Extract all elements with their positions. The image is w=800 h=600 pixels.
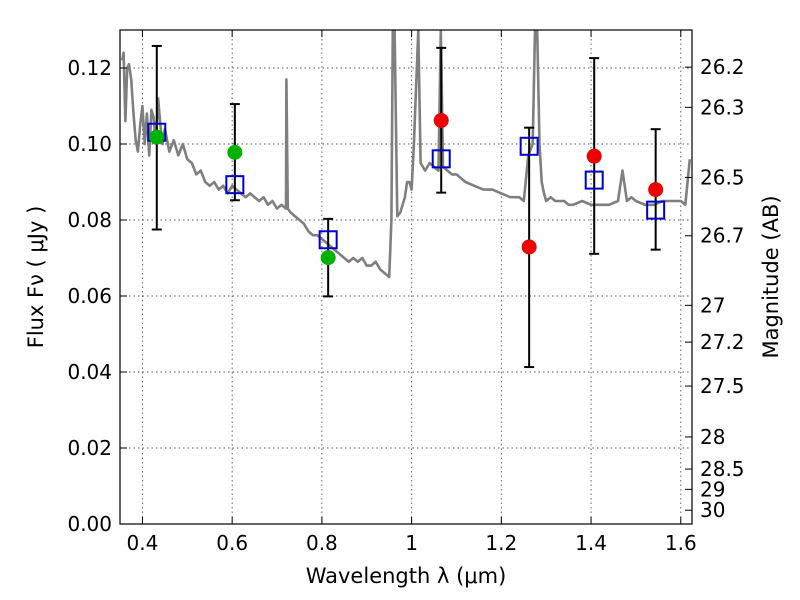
axis-ticks: 0.4 0.6 0.8 1 1.2 1.4 1.6 0.00 0.02 0.04 0.06 0.08 0… — [67, 30, 745, 555]
red-point — [433, 112, 449, 128]
y-tick-label: 0.12 — [67, 56, 112, 80]
right-axis-title: Magnitude (AB) — [759, 195, 783, 358]
mag-tick-label: 26.5 — [700, 165, 745, 189]
mag-tick-label: 29 — [700, 477, 725, 501]
y-tick-label: 0.06 — [67, 284, 112, 308]
x-axis-title: Wavelength λ (μm) — [306, 564, 507, 588]
red-point — [521, 239, 537, 255]
model-marker — [431, 149, 451, 169]
y-tick-label: 0.00 — [67, 512, 112, 536]
model-marker — [584, 170, 604, 190]
y-tick-label: 0.04 — [67, 360, 112, 384]
y-axis-title: Flux Fν ( μJy ) — [24, 206, 48, 349]
x-tick-label: 1.2 — [485, 531, 517, 555]
mag-tick-label: 26.2 — [700, 55, 745, 79]
red-point — [648, 182, 664, 198]
spectrum-line — [120, 30, 692, 279]
green-point — [320, 250, 336, 266]
green-point — [227, 144, 243, 160]
y-tick-label: 0.10 — [67, 132, 112, 156]
model-marker — [519, 136, 539, 156]
mag-tick-label: 27.2 — [700, 330, 745, 354]
model-marker — [646, 200, 666, 220]
mag-tick-label: 27 — [700, 293, 725, 317]
plot-area — [120, 30, 692, 369]
mag-tick-label: 30 — [700, 498, 725, 522]
x-tick-label: 1.4 — [575, 531, 607, 555]
mag-tick-label: 26.3 — [700, 95, 745, 119]
mag-tick-label: 27.5 — [700, 374, 745, 398]
mag-tick-label: 28.5 — [700, 457, 745, 481]
model-marker — [318, 230, 338, 250]
plot-frame — [119, 29, 693, 525]
mag-tick-label: 28 — [700, 425, 725, 449]
mag-tick-label: 26.7 — [700, 224, 745, 248]
x-tick-label: 0.8 — [306, 531, 338, 555]
green-point — [149, 129, 165, 145]
model-marker — [225, 175, 245, 195]
x-tick-label: 0.6 — [216, 531, 248, 555]
x-tick-label: 1 — [405, 531, 418, 555]
y-tick-label: 0.02 — [67, 436, 112, 460]
x-tick-label: 0.4 — [127, 531, 159, 555]
y-tick-label: 0.08 — [67, 208, 112, 232]
red-point — [586, 148, 602, 164]
x-tick-label: 1.6 — [665, 531, 697, 555]
